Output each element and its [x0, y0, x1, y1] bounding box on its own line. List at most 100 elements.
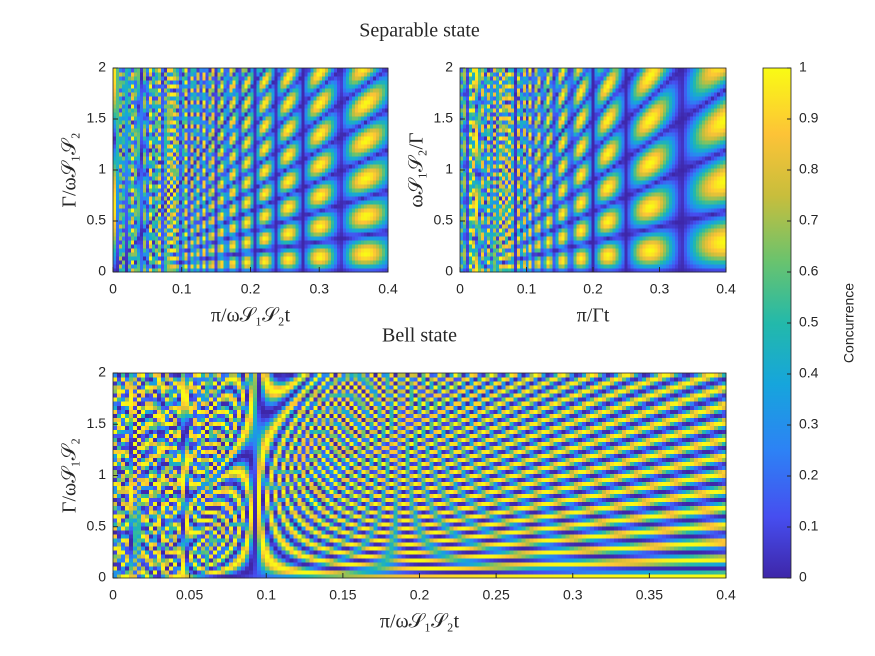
heat-cell	[235, 100, 240, 105]
heat-cell	[148, 160, 153, 165]
heat-cell	[136, 124, 141, 129]
heat-cell	[193, 76, 198, 81]
heat-cell	[145, 204, 150, 209]
heat-cell	[139, 120, 144, 125]
heat-cell	[187, 268, 192, 273]
heat-cell	[169, 248, 174, 253]
heat-cell	[160, 132, 165, 137]
heat-cell	[226, 84, 231, 89]
heat-cell	[169, 128, 174, 133]
heat-cell	[223, 120, 228, 125]
heat-cell	[226, 116, 231, 121]
heat-cell	[133, 184, 138, 189]
heat-cell	[208, 100, 213, 105]
heat-cell	[202, 112, 207, 117]
heat-cell	[121, 248, 126, 253]
heat-cell	[154, 224, 159, 229]
heat-cell	[196, 188, 201, 193]
heat-cell	[232, 152, 237, 157]
heat-cell	[214, 92, 219, 97]
heat-cell	[142, 248, 147, 253]
heat-cell	[136, 136, 141, 141]
heat-cell	[226, 124, 231, 129]
heat-cell	[178, 152, 183, 157]
heat-cell	[136, 108, 141, 113]
heat-cell	[175, 236, 180, 241]
heat-cell	[223, 72, 228, 77]
heat-cell	[136, 212, 141, 217]
heat-cell	[217, 268, 222, 273]
heat-cell	[184, 120, 189, 125]
heat-cell	[202, 256, 207, 261]
heat-cell	[208, 132, 213, 137]
heat-cell	[133, 172, 138, 177]
heat-cell	[223, 248, 228, 253]
heat-cell	[133, 236, 138, 241]
heat-cell	[154, 68, 159, 73]
heat-cell	[151, 112, 156, 117]
heat-cell	[187, 260, 192, 265]
heat-cell	[166, 144, 171, 149]
heat-cell	[175, 216, 180, 221]
heat-cell	[193, 156, 198, 161]
heat-cell	[127, 68, 132, 73]
x-tick-label: 0	[109, 281, 117, 297]
heat-cell	[148, 260, 153, 265]
heat-cell	[217, 240, 222, 245]
heat-cell	[169, 164, 174, 169]
heat-cell	[145, 268, 150, 273]
heat-cell	[124, 232, 129, 237]
heat-cell	[199, 108, 204, 113]
heat-cell	[166, 140, 171, 145]
heat-cell	[145, 240, 150, 245]
heat-cell	[196, 244, 201, 249]
heat-cell	[205, 176, 210, 181]
heat-cell	[211, 212, 216, 217]
heat-cell	[139, 212, 144, 217]
heat-cell	[190, 80, 195, 85]
heat-cell	[127, 224, 132, 229]
heat-cell	[113, 80, 117, 85]
heat-cell	[151, 184, 156, 189]
heat-cell	[214, 224, 219, 229]
heat-cell	[238, 264, 243, 269]
heat-cell	[178, 108, 183, 113]
heat-cell	[229, 96, 234, 101]
heat-cell	[163, 132, 168, 137]
heat-cell	[187, 120, 192, 125]
heat-cell	[157, 76, 162, 81]
heat-cell	[130, 184, 135, 189]
heat-cell	[223, 204, 228, 209]
heat-cell	[139, 116, 144, 121]
heat-cell	[193, 92, 198, 97]
heat-cell	[163, 140, 168, 145]
heat-cell	[157, 120, 162, 125]
x-tick-label: 0.1	[172, 281, 192, 297]
heat-cell	[145, 140, 150, 145]
heat-cell	[238, 148, 243, 153]
heat-cell	[160, 72, 165, 77]
heat-cell	[217, 132, 222, 137]
heat-cell	[226, 216, 231, 221]
heat-cell	[115, 264, 120, 269]
heat-cell	[181, 196, 186, 201]
heat-cell	[136, 80, 141, 85]
heat-cell	[127, 200, 132, 205]
heat-cell	[133, 136, 138, 141]
heat-cell	[178, 220, 183, 225]
heat-cell	[184, 76, 189, 81]
heat-cell	[166, 220, 171, 225]
heat-cell	[175, 208, 180, 213]
heat-cell	[193, 140, 198, 145]
heat-cell	[163, 240, 168, 245]
heat-cell	[115, 172, 120, 177]
heat-cell	[211, 104, 216, 109]
heat-cell	[163, 128, 168, 133]
heat-cell	[113, 116, 117, 121]
heat-cell	[142, 176, 147, 181]
heat-cell	[118, 212, 123, 217]
heat-cell	[172, 204, 177, 209]
heat-cell	[121, 164, 126, 169]
heat-cell	[127, 108, 132, 113]
heat-cell	[151, 216, 156, 221]
